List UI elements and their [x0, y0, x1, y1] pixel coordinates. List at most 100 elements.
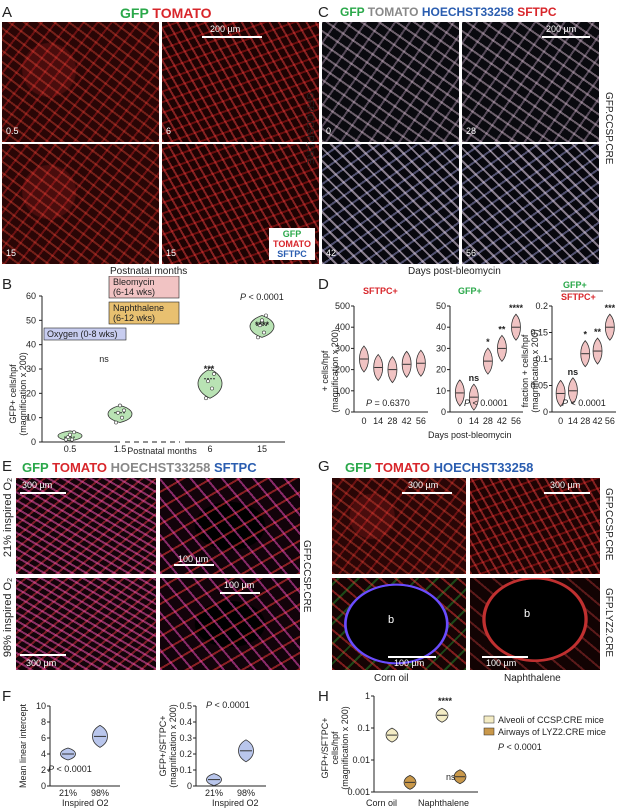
y-tick-label: 0 [543, 407, 548, 417]
x-tick-label: 28 [483, 416, 493, 426]
sig-label: * [486, 337, 490, 347]
sig-ns: ns [446, 772, 456, 782]
data-point [116, 410, 120, 415]
chart-h: GFP+/SFTPC+ cells/hpf (magnification x 2… [320, 691, 606, 808]
scale-bar [388, 656, 436, 658]
y-tick-label: 0.5 [179, 701, 192, 711]
scale-bar [202, 36, 262, 38]
data-point [122, 408, 126, 413]
x-tick-label: 0 [361, 416, 366, 426]
x-tick-label: 42 [497, 416, 507, 426]
sig-label: ** [594, 327, 602, 337]
violin [107, 405, 133, 423]
y-tick-label: 300 [335, 343, 350, 353]
side-label-g2: GFP.LYZ2.CRE [603, 588, 614, 658]
svg-text:GFP+/SFTPC+: GFP+/SFTPC+ [158, 715, 168, 776]
oxygen-box [43, 327, 127, 341]
y-tick-label: 0.1 [179, 765, 192, 775]
y-tick-label: 20 [436, 365, 446, 375]
panel-label-c: C [318, 4, 329, 21]
svg-text:(magnification x 200): (magnification x 200) [530, 329, 540, 413]
x-tick-label: 0.5 [64, 444, 77, 454]
x-tick-label: 14 [568, 416, 578, 426]
caption-a: Postnatal months [110, 266, 188, 277]
x-tick-label: 42 [593, 416, 603, 426]
y-tick-label: 40 [26, 340, 36, 350]
y-tick-label: 2 [41, 765, 46, 775]
micrograph-c1: 0 [322, 22, 459, 142]
sig-label: ns [568, 367, 579, 377]
data-point [204, 396, 208, 401]
svg-text:Bleomycin: Bleomycin [113, 277, 155, 287]
svg-text:GFP+: GFP+ [563, 280, 587, 290]
data-point [114, 420, 118, 425]
sig-4: **** [255, 320, 270, 330]
violin [197, 368, 223, 399]
y-tick-label: 0 [345, 407, 350, 417]
p2: P < 0.0001 [206, 700, 250, 710]
tile-label: 56 [466, 248, 477, 258]
y-tick-label: 30 [436, 343, 446, 353]
y-tick-label: 30 [26, 364, 36, 374]
y-tick-label: 1 [365, 691, 370, 701]
data-point [66, 435, 70, 440]
y-tick-label: 0.4 [179, 717, 192, 727]
violin [249, 315, 275, 338]
sig-label: ns [469, 373, 480, 383]
scale-bar-label: 300 µm [26, 658, 57, 668]
scale-bar [544, 492, 590, 494]
caption-corn-oil: Corn oil [374, 673, 409, 684]
y-tick-label: 0.2 [179, 749, 192, 759]
chart-b: GFP+ cells/hpf (magnification x 200) 0 10… [8, 276, 285, 456]
y-tick-label: 50 [26, 315, 36, 325]
scale-bar-label: 100 µm [178, 554, 209, 564]
tile-label: 6 [166, 126, 172, 136]
x-tick-label: 56 [416, 416, 426, 426]
data-point [262, 330, 266, 335]
svg-text:GFP+: GFP+ [458, 286, 482, 296]
scale-bar [174, 564, 214, 566]
scale-bar [542, 36, 590, 38]
svg-text:Corn oil: Corn oil [366, 798, 397, 808]
svg-text:(magnification x 200): (magnification x 200) [330, 329, 340, 413]
micrograph-a1: 0.5 [2, 22, 159, 142]
panel-g-title: GFP TOMATO HOECHST33258 [345, 460, 534, 475]
svg-text:cells/hpf: cells/hpf [330, 731, 340, 765]
p2: P < 0.0001 [464, 398, 508, 408]
sig-h: **** [438, 696, 453, 706]
scale-bar-label: 300 µm [22, 480, 53, 490]
scale-bar-label: 200 µm [210, 24, 241, 34]
svg-text:SFTPC+: SFTPC+ [561, 292, 596, 302]
scale-bar [20, 654, 66, 656]
y-label: GFP+ cells/hpf [8, 364, 18, 424]
data-point [70, 437, 74, 442]
x-tick-label: 6 [207, 444, 212, 454]
x-tick-label: 15 [257, 444, 267, 454]
sig-3: *** [204, 364, 215, 374]
y-tick-label: 0 [441, 407, 446, 417]
scale-bar-label: 300 µm [550, 480, 581, 490]
micrograph-g2: 300 µm [470, 478, 600, 574]
micrograph-e4: 100 µm [160, 578, 300, 670]
y-tick-label: 0.3 [179, 733, 192, 743]
scale-bar-label: 100 µm [486, 658, 517, 668]
row-label-98: 98% inspired O2 [2, 578, 15, 658]
svg-text:SFTPC+: SFTPC+ [363, 286, 398, 296]
x-tick-label: 14 [373, 416, 383, 426]
tile-label: 15 [166, 248, 177, 258]
svg-text:Naphthalene: Naphthalene [113, 303, 164, 313]
y-tick-label: 0.1 [357, 723, 370, 733]
micrograph-a3: 15 [2, 144, 159, 264]
scale-bar [402, 492, 452, 494]
x-tick-label: 42 [402, 416, 412, 426]
panel-e-title: GFP TOMATO HOECHST33258 SFTPC [22, 460, 257, 475]
data-point [64, 437, 68, 442]
x-tick-label: 0 [558, 416, 563, 426]
y-tick-label: 100 [335, 386, 350, 396]
chart-d: + cells/hpf (magnification x 200) 010020… [320, 280, 616, 440]
panel-label-b: B [2, 276, 13, 293]
panel-label-e: E [2, 458, 13, 475]
y-tick-label: 60 [26, 291, 36, 301]
side-label-c: GFP.CCSP.CRE [603, 92, 614, 165]
micrograph-c3: 42 [322, 144, 459, 264]
